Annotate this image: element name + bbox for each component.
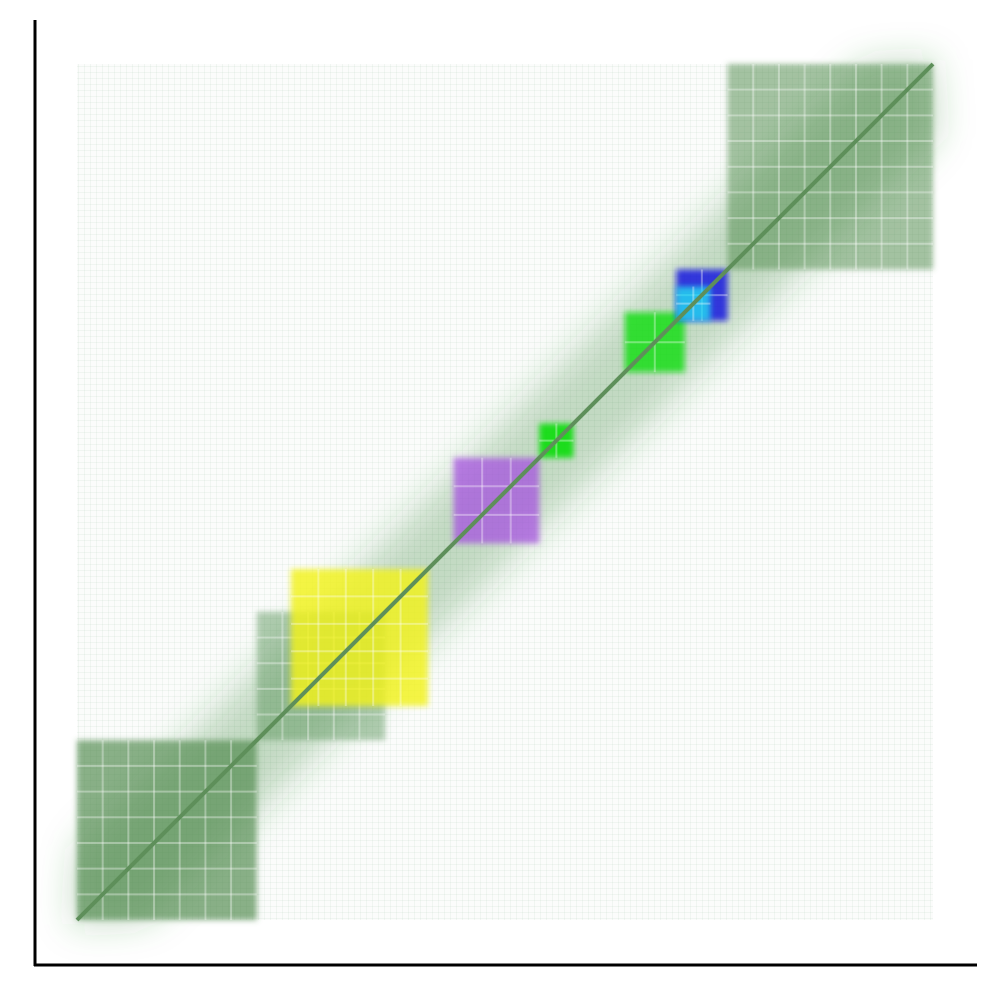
plot-area: [72, 59, 938, 925]
diagonal-line: [75, 62, 935, 922]
